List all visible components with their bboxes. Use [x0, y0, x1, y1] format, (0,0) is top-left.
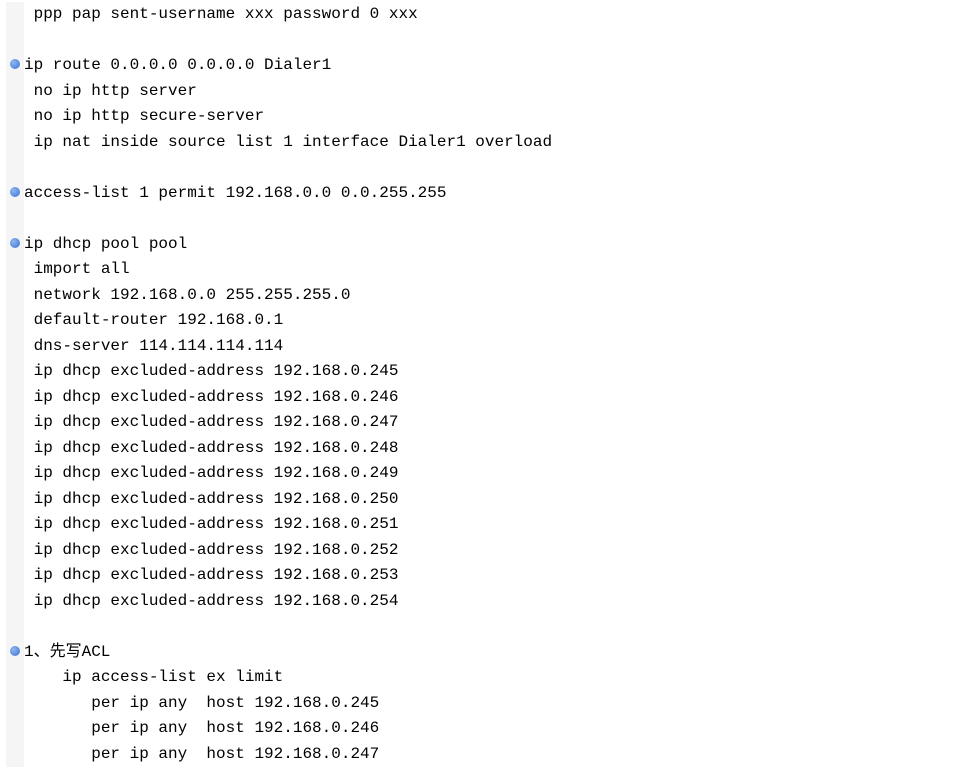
code-line: access-list 1 permit 192.168.0.0 0.0.255…: [6, 181, 974, 207]
fold-marker-icon[interactable]: [10, 646, 20, 656]
code-line: import all: [6, 257, 974, 283]
gutter: [6, 53, 24, 79]
gutter: [6, 436, 24, 462]
code-text: ip dhcp excluded-address 192.168.0.254: [24, 592, 398, 610]
fold-marker-icon[interactable]: [10, 59, 20, 69]
fold-marker-icon[interactable]: [10, 187, 20, 197]
gutter: [6, 2, 24, 28]
gutter: [6, 28, 24, 54]
gutter: [6, 359, 24, 385]
code-text: ip dhcp pool pool: [24, 235, 187, 253]
code-text: ip route 0.0.0.0 0.0.0.0 Dialer1: [24, 56, 331, 74]
code-line: per ip any host 192.168.0.245: [6, 691, 974, 717]
gutter: [6, 512, 24, 538]
code-text: per ip any host 192.168.0.245: [24, 694, 379, 712]
code-line: ip dhcp excluded-address 192.168.0.245: [6, 359, 974, 385]
gutter: [6, 79, 24, 105]
gutter: [6, 283, 24, 309]
gutter: [6, 410, 24, 436]
gutter: [6, 716, 24, 742]
code-line: no ip http secure-server: [6, 104, 974, 130]
code-text: 1、先写ACL: [24, 643, 110, 661]
code-text: ip dhcp excluded-address 192.168.0.245: [24, 362, 398, 380]
code-line: ip dhcp excluded-address 192.168.0.251: [6, 512, 974, 538]
code-text: per ip any host 192.168.0.246: [24, 719, 379, 737]
code-text: ip access-list ex limit: [24, 668, 283, 686]
code-text: ip nat inside source list 1 interface Di…: [24, 133, 552, 151]
gutter: [6, 130, 24, 156]
code-line: no ip http server: [6, 79, 974, 105]
fold-marker-icon[interactable]: [10, 238, 20, 248]
code-line: ip dhcp excluded-address 192.168.0.253: [6, 563, 974, 589]
code-text: no ip http server: [24, 82, 197, 100]
code-line: ip dhcp excluded-address 192.168.0.247: [6, 410, 974, 436]
code-editor: ppp pap sent-username xxx password 0 xxx…: [6, 2, 974, 767]
code-text: per ip any host 192.168.0.247: [24, 745, 379, 763]
code-text: access-list 1 permit 192.168.0.0 0.0.255…: [24, 184, 446, 202]
code-text: default-router 192.168.0.1: [24, 311, 283, 329]
code-line: dns-server 114.114.114.114: [6, 334, 974, 360]
code-line: ip access-list ex limit: [6, 665, 974, 691]
code-line: [6, 614, 974, 640]
code-text: ip dhcp excluded-address 192.168.0.250: [24, 490, 398, 508]
code-line: ip dhcp pool pool: [6, 232, 974, 258]
code-line: per ip any host 192.168.0.246: [6, 716, 974, 742]
code-line: ip dhcp excluded-address 192.168.0.252: [6, 538, 974, 564]
code-line: default-router 192.168.0.1: [6, 308, 974, 334]
gutter: [6, 181, 24, 207]
code-text: ip dhcp excluded-address 192.168.0.246: [24, 388, 398, 406]
gutter: [6, 614, 24, 640]
code-line: ip dhcp excluded-address 192.168.0.249: [6, 461, 974, 487]
code-text: ip dhcp excluded-address 192.168.0.252: [24, 541, 398, 559]
code-text: ip dhcp excluded-address 192.168.0.253: [24, 566, 398, 584]
gutter: [6, 538, 24, 564]
gutter: [6, 232, 24, 258]
code-line: 1、先写ACL: [6, 640, 974, 666]
code-line: [6, 155, 974, 181]
code-text: ip dhcp excluded-address 192.168.0.248: [24, 439, 398, 457]
gutter: [6, 563, 24, 589]
code-text: ip dhcp excluded-address 192.168.0.249: [24, 464, 398, 482]
code-text: import all: [24, 260, 130, 278]
gutter: [6, 385, 24, 411]
code-line: ip route 0.0.0.0 0.0.0.0 Dialer1: [6, 53, 974, 79]
gutter: [6, 487, 24, 513]
code-line: ip dhcp excluded-address 192.168.0.250: [6, 487, 974, 513]
code-line: ip nat inside source list 1 interface Di…: [6, 130, 974, 156]
gutter: [6, 334, 24, 360]
code-text: network 192.168.0.0 255.255.255.0: [24, 286, 350, 304]
gutter: [6, 206, 24, 232]
gutter: [6, 589, 24, 615]
code-text: ip dhcp excluded-address 192.168.0.247: [24, 413, 398, 431]
gutter: [6, 257, 24, 283]
code-line: ip dhcp excluded-address 192.168.0.248: [6, 436, 974, 462]
gutter: [6, 665, 24, 691]
code-text: ppp pap sent-username xxx password 0 xxx: [24, 5, 418, 23]
code-line: ip dhcp excluded-address 192.168.0.246: [6, 385, 974, 411]
gutter: [6, 308, 24, 334]
code-line: [6, 28, 974, 54]
code-line: network 192.168.0.0 255.255.255.0: [6, 283, 974, 309]
code-text: ip dhcp excluded-address 192.168.0.251: [24, 515, 398, 533]
gutter: [6, 155, 24, 181]
code-line: ppp pap sent-username xxx password 0 xxx: [6, 2, 974, 28]
gutter: [6, 640, 24, 666]
gutter: [6, 691, 24, 717]
gutter: [6, 104, 24, 130]
code-line: ip dhcp excluded-address 192.168.0.254: [6, 589, 974, 615]
gutter: [6, 461, 24, 487]
code-line: [6, 206, 974, 232]
code-text: no ip http secure-server: [24, 107, 264, 125]
code-text: dns-server 114.114.114.114: [24, 337, 283, 355]
gutter: [6, 742, 24, 767]
code-line: per ip any host 192.168.0.247: [6, 742, 974, 767]
